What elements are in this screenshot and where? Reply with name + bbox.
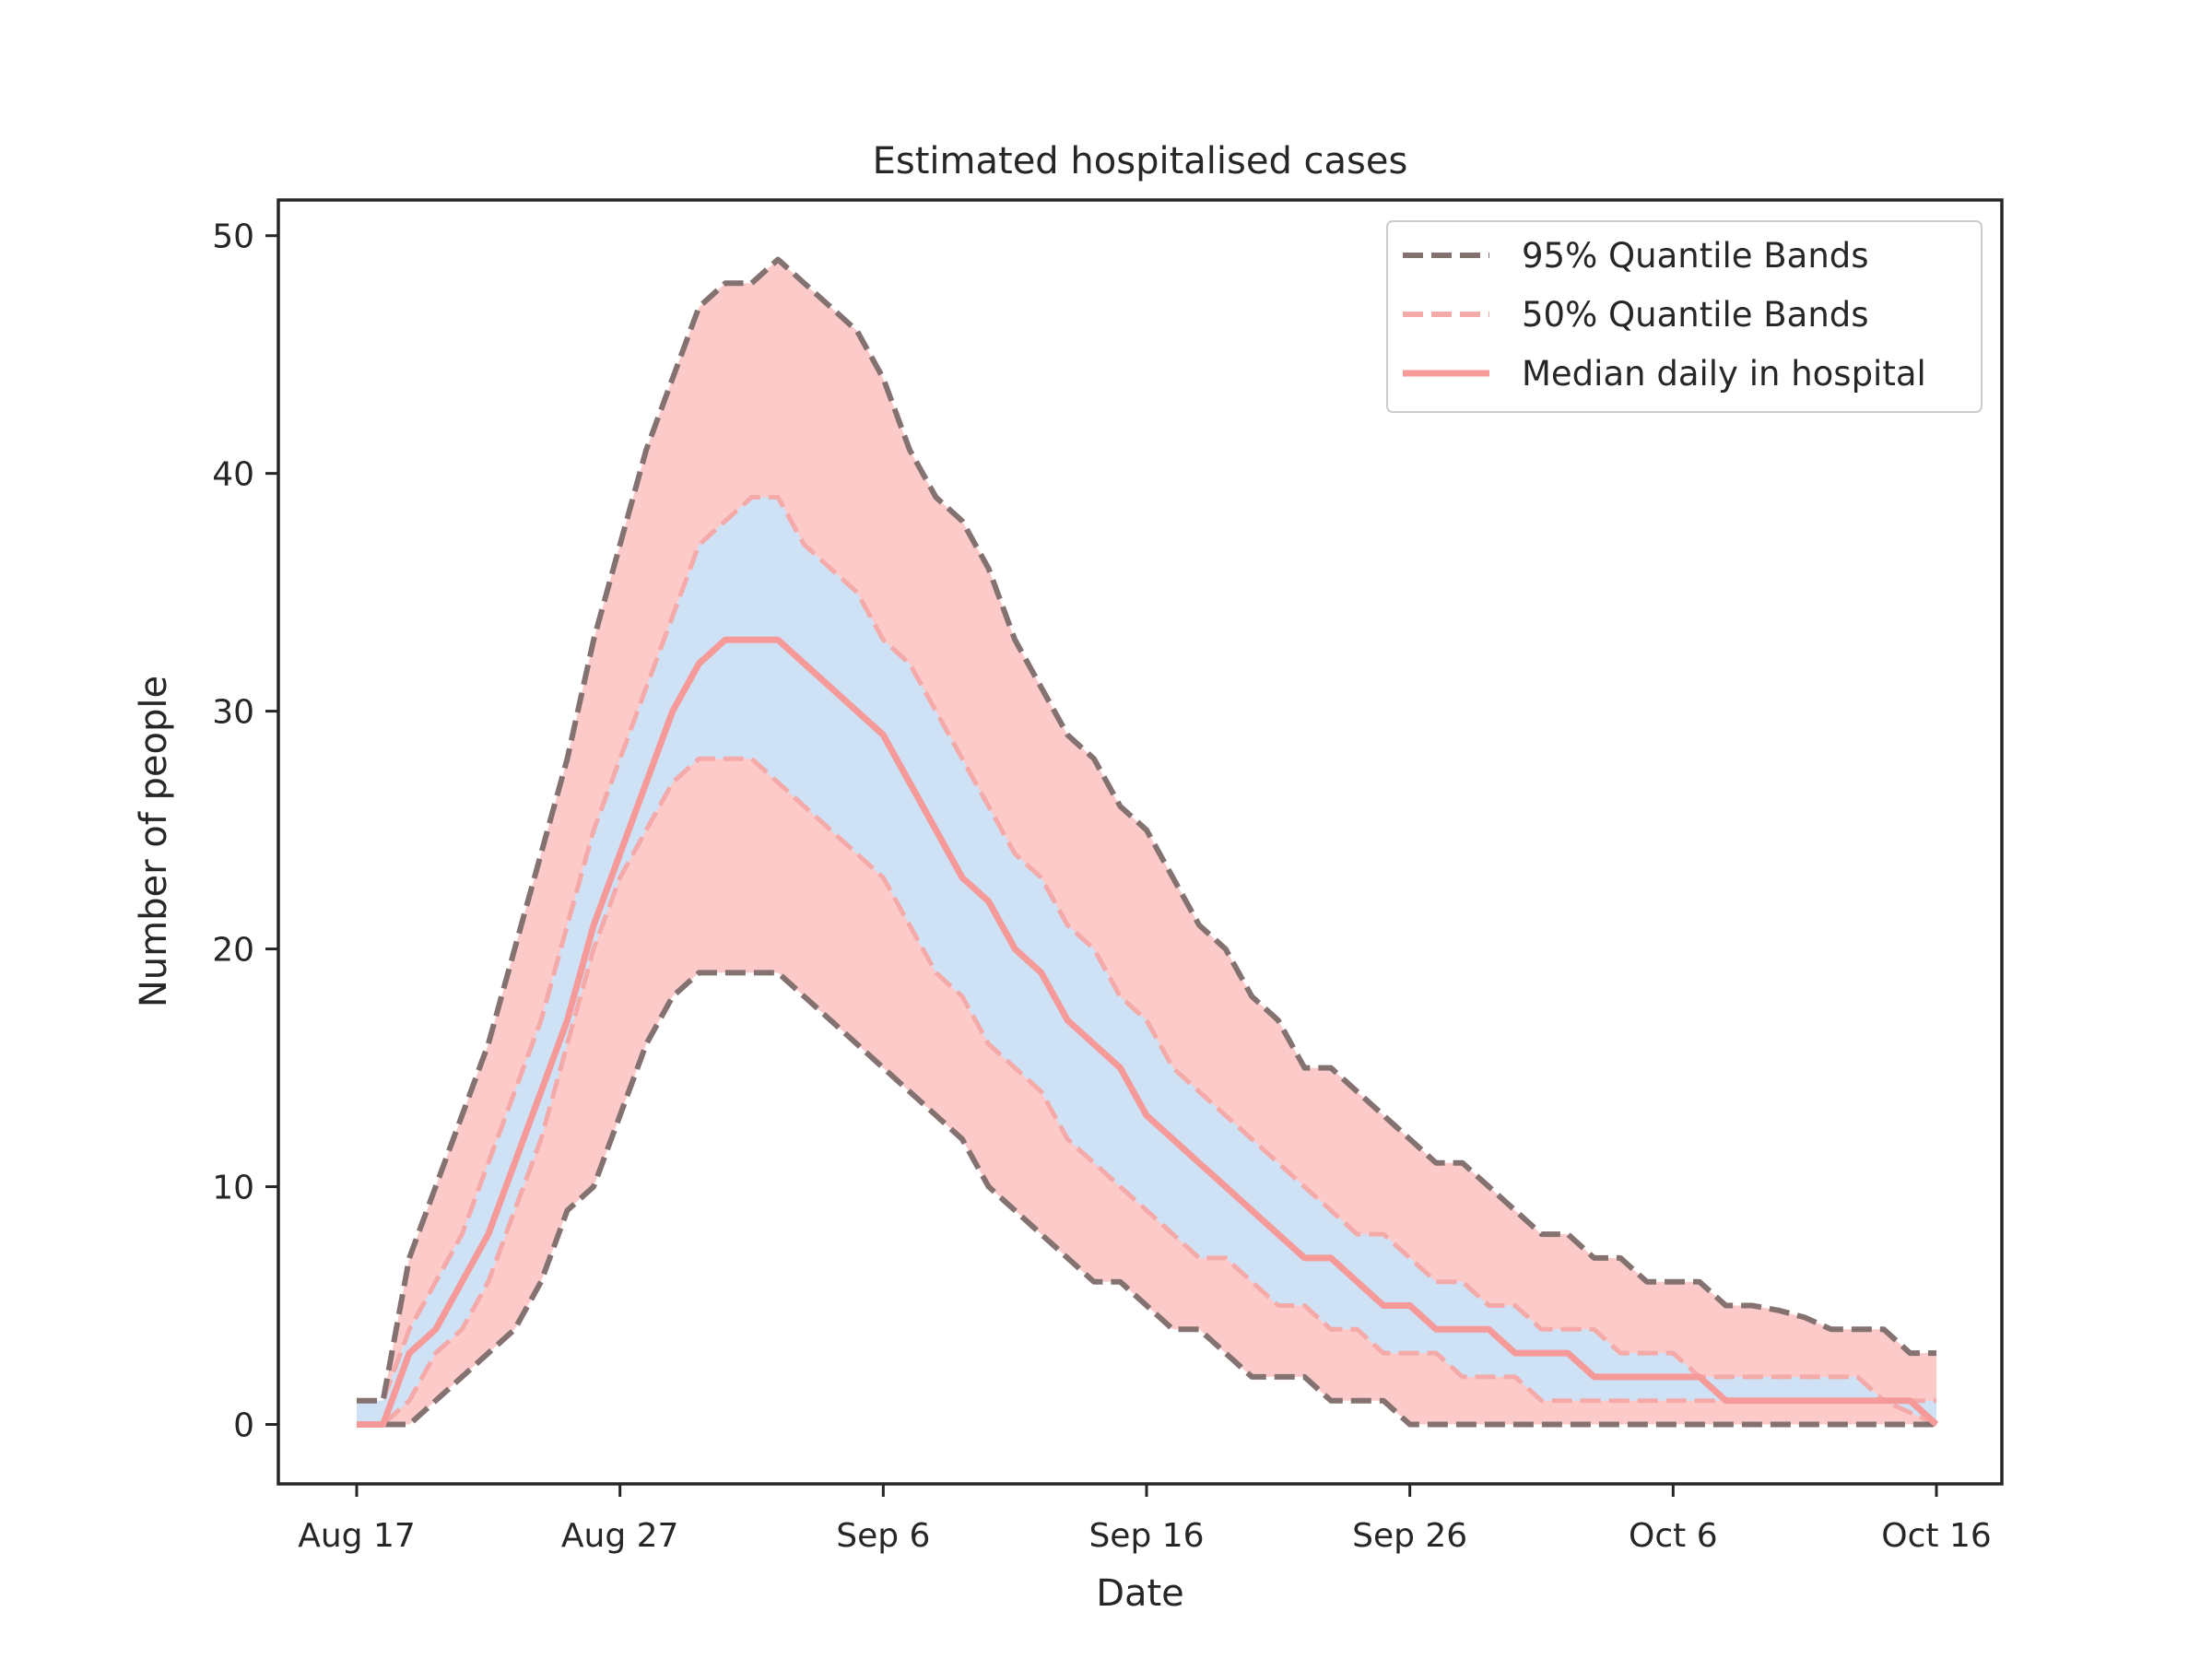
x-tick-label: Sep 26	[1352, 1517, 1467, 1555]
band-50-lower-line	[357, 756, 1938, 1427]
y-tick-label: 0	[233, 1407, 254, 1445]
x-tick-label: Oct 16	[1881, 1517, 1992, 1555]
legend-label-95-band: 95% Quantile Bands	[1522, 236, 1869, 276]
band-50-upper-line	[357, 495, 1936, 1404]
plot-area	[357, 256, 1939, 1428]
x-tick-label: Aug 17	[298, 1517, 416, 1555]
median-line	[357, 636, 1939, 1428]
legend: 95% Quantile Bands 50% Quantile Bands Me…	[1386, 220, 1983, 413]
y-tick-label: 30	[212, 694, 254, 732]
y-tick-label: 50	[212, 218, 254, 256]
band-50-fill	[357, 497, 1936, 1425]
x-tick-label: Oct 6	[1629, 1517, 1718, 1555]
x-tick-label: Sep 6	[836, 1517, 930, 1555]
legend-frame	[1386, 220, 1983, 413]
x-tick-label: Aug 27	[561, 1517, 679, 1555]
y-tick-label: 40	[212, 456, 254, 494]
axes-frame	[276, 198, 2004, 1486]
x-axis: Aug 17 Aug 27 Sep 6 Sep 16 Sep 26 Oct 6 Oct 16	[298, 1484, 1992, 1555]
band-95-upper-line	[357, 256, 1936, 1404]
band-95-lower-line	[357, 970, 1936, 1428]
y-axis: 0 10 20 30 40 50	[212, 218, 278, 1445]
chart-title: Estimated hospitalised cases	[873, 140, 1408, 182]
y-tick-label: 20	[212, 932, 254, 970]
x-axis-label: Date	[1096, 1572, 1184, 1615]
y-tick-label: 10	[212, 1170, 254, 1207]
x-tick-label: Sep 16	[1088, 1517, 1204, 1555]
legend-label-median: Median daily in hospital	[1522, 354, 1926, 394]
legend-label-50-band: 50% Quantile Bands	[1522, 295, 1869, 335]
y-axis-label: Number of people	[133, 676, 175, 1007]
